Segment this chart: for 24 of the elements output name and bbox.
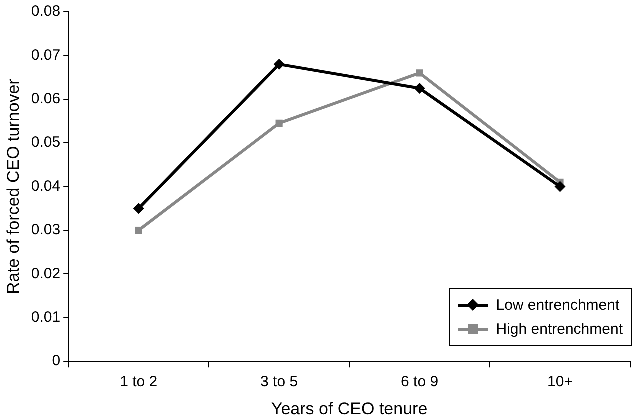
legend-label: High entrenchment (496, 320, 623, 338)
y-tick-label: 0.04 (31, 178, 61, 195)
x-axis-title: Years of CEO tenure (271, 399, 428, 418)
y-tick-label: 0.02 (31, 265, 61, 282)
x-tick-label: 3 to 5 (260, 374, 298, 391)
y-tick-label: 0.01 (31, 309, 61, 326)
point (416, 70, 424, 77)
legend-label: Low entrenchment (496, 296, 620, 314)
y-axis-title: Rate of forced CEO turnover (4, 78, 23, 295)
x-tick-label: 10+ (548, 374, 574, 391)
y-tick-label: 0 (52, 352, 61, 370)
point (133, 203, 144, 214)
point (554, 181, 566, 192)
y-tick-label: 0.07 (31, 46, 61, 64)
y-tick-label: 0.05 (31, 134, 61, 152)
point (276, 120, 283, 127)
x-tick-label: 6 to 9 (401, 374, 439, 391)
point (274, 58, 285, 70)
point (414, 82, 426, 94)
point (135, 226, 142, 234)
x-tick-label: 1 to 2 (120, 374, 158, 391)
y-tick-label: 0.03 (31, 222, 61, 239)
y-tick-label: 0.06 (31, 90, 61, 108)
y-tick-label: 0.08 (31, 3, 61, 20)
